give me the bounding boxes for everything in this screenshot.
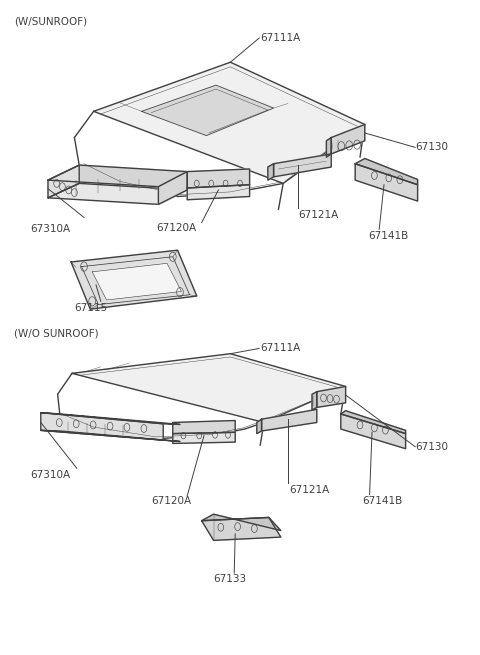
Text: 67310A: 67310A	[30, 224, 71, 234]
Polygon shape	[41, 413, 180, 424]
Polygon shape	[257, 419, 262, 434]
Text: 67120A: 67120A	[151, 496, 192, 506]
Polygon shape	[341, 414, 406, 449]
Text: 67141B: 67141B	[362, 496, 403, 506]
Polygon shape	[268, 164, 274, 180]
Polygon shape	[202, 514, 281, 531]
Polygon shape	[94, 62, 365, 183]
Polygon shape	[202, 517, 281, 540]
Polygon shape	[187, 169, 250, 188]
Text: 67121A: 67121A	[299, 210, 339, 219]
Polygon shape	[173, 421, 235, 434]
Text: 67133: 67133	[214, 574, 247, 584]
Polygon shape	[317, 386, 346, 407]
Polygon shape	[312, 392, 317, 410]
Polygon shape	[48, 183, 187, 204]
Polygon shape	[331, 124, 365, 154]
Polygon shape	[274, 154, 331, 177]
Text: 67115: 67115	[74, 303, 108, 312]
Text: 67130: 67130	[416, 441, 449, 452]
Polygon shape	[41, 430, 180, 441]
Text: 67130: 67130	[416, 142, 449, 153]
Text: 67141B: 67141B	[369, 231, 409, 240]
Polygon shape	[187, 185, 250, 200]
Text: 67120A: 67120A	[156, 223, 196, 233]
Polygon shape	[262, 409, 317, 431]
Text: 67111A: 67111A	[260, 33, 300, 43]
Polygon shape	[41, 413, 163, 440]
Polygon shape	[355, 159, 418, 185]
Polygon shape	[71, 250, 197, 309]
Text: 67121A: 67121A	[289, 485, 329, 495]
Text: (W/O SUNROOF): (W/O SUNROOF)	[14, 329, 99, 339]
Polygon shape	[173, 432, 235, 443]
Text: 67111A: 67111A	[260, 343, 300, 354]
Polygon shape	[355, 164, 418, 201]
Text: 67310A: 67310A	[30, 470, 71, 480]
Text: (W/SUNROOF): (W/SUNROOF)	[14, 16, 87, 26]
Polygon shape	[72, 354, 346, 422]
Polygon shape	[326, 138, 331, 157]
Polygon shape	[48, 165, 187, 187]
Polygon shape	[92, 263, 181, 300]
Polygon shape	[142, 85, 274, 136]
Polygon shape	[341, 411, 406, 434]
Polygon shape	[48, 165, 79, 198]
Polygon shape	[158, 172, 187, 204]
